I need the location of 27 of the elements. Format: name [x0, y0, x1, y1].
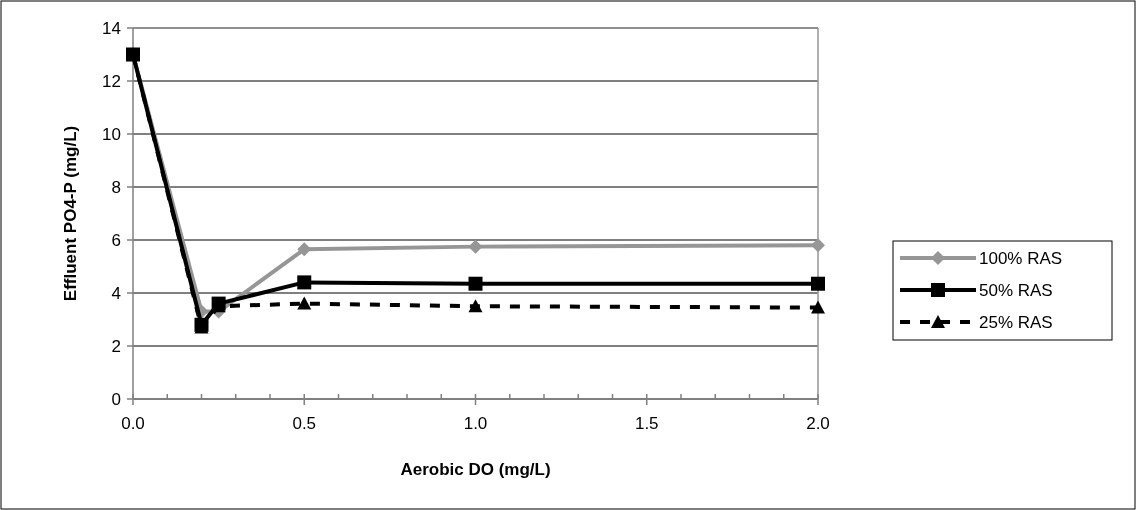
y-tick-label: 6: [111, 230, 121, 250]
y-axis-title: Effluent PO4-P (mg/L): [61, 125, 80, 302]
y-tick-label: 0: [111, 389, 121, 409]
legend-label: 100% RAS: [979, 248, 1063, 268]
point: [297, 275, 312, 290]
point: [811, 276, 825, 291]
point: [297, 242, 312, 257]
point: [297, 296, 312, 310]
y-tick-label: 10: [102, 124, 121, 144]
x-tick-label: 0.0: [121, 414, 145, 433]
x-tick-label: 1.0: [463, 414, 488, 433]
legend-label: 25% RAS: [979, 312, 1053, 332]
y-tick-label: 2: [111, 336, 121, 356]
y-tick-label: 8: [111, 177, 121, 197]
y-tick-label: 4: [111, 283, 121, 303]
point: [468, 299, 483, 313]
point: [468, 276, 483, 291]
y-tick-label: 14: [102, 18, 121, 38]
x-tick-label: 2.0: [806, 414, 830, 433]
x-tick-label: 0.5: [292, 414, 317, 433]
x-axis-title: Aerobic DO (mg/L): [400, 460, 551, 479]
point: [811, 300, 825, 314]
y-tick-label: 12: [102, 71, 121, 91]
point: [811, 238, 825, 253]
legend-label: 50% RAS: [979, 280, 1053, 300]
x-tick-label: 1.5: [634, 414, 659, 433]
point: [468, 239, 483, 254]
